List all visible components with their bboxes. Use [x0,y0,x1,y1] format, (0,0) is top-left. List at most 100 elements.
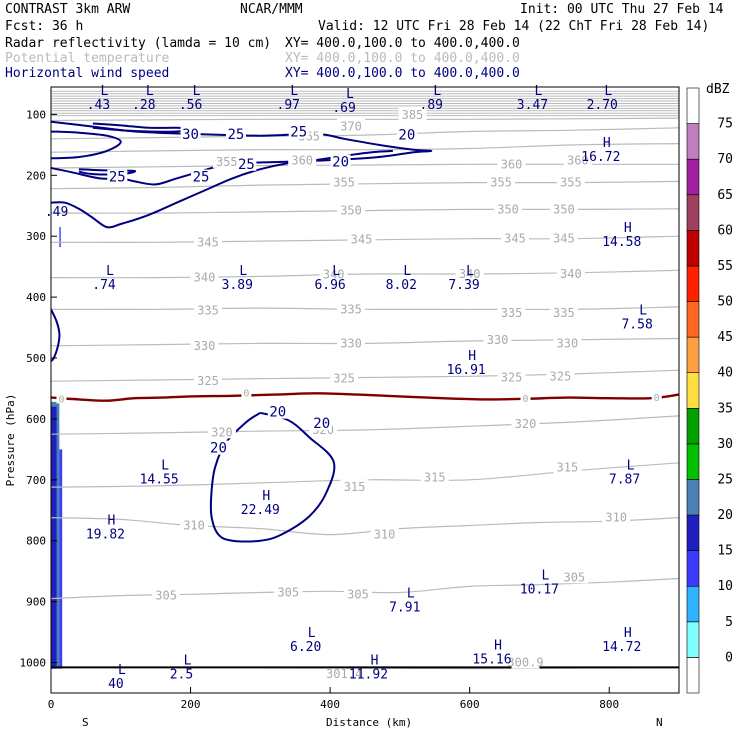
colorbar-swatch-12 [686,230,700,267]
extremum-mark-28: L [184,654,192,669]
extremum-mark-1: L [146,84,154,99]
colorbar-label-15: 15 [717,544,733,559]
theta-label-330-0: 330 [194,339,216,353]
theta-label-340-2: 340 [459,267,481,281]
colorbar-label-50: 50 [717,295,733,310]
theta-label-bg-305-0 [152,587,181,602]
theta-label-360-2: 360 [567,154,589,168]
colorbar-unit: dBZ [706,82,730,97]
theta-label-bg-320-0 [207,424,236,439]
extremum-mark-16: L [639,303,647,318]
theta-label-bg-305-2 [344,586,373,601]
theta-label-bg-335-1 [337,301,366,316]
colorbar-swatch-10 [686,301,700,338]
wind-label-8: 20 [269,405,286,421]
theta-label-330-3: 330 [557,336,579,350]
extremum-value-26: 15.16 [472,652,511,667]
theta-contour-365 [51,143,679,153]
extremum-mark-2: L [193,84,201,99]
colorbar-label-20: 20 [717,508,733,523]
extremum-value-25: 14.72 [602,640,641,655]
theta-label-305-0: 305 [155,589,177,603]
colorbar-swatch-16 [686,87,700,124]
theta-label-300-0: 300.9 [507,656,543,670]
theta-label-bg-355-2 [487,174,516,189]
field1-xy: XY= 400.0,100.0 to 400.0,400.0 [285,36,520,51]
theta-label-bg-310-0 [180,517,209,532]
theta-label-bg-355-0 [212,153,241,168]
freezing-label-1: 0 [243,388,249,399]
extremum-value-17: 16.91 [447,363,486,378]
extremum-value-10: 14.58 [602,235,641,250]
extremum-value-14: 8.02 [386,278,417,293]
extremum-value-28: 2.5 [170,668,193,683]
theta-label-bg-340-1 [319,266,348,281]
colorbar-label-45: 45 [717,330,733,345]
theta-label-bg-340-0 [190,269,219,284]
wind-label-1: 25 [227,127,244,143]
extremum-value-1: .28 [132,98,155,113]
colorbar-swatch-7 [686,407,700,445]
theta-label-345-3: 345 [553,232,575,246]
colorbar-swatch-8 [686,372,700,409]
colorbar-swatch-14 [686,158,700,196]
colorbar-label-25: 25 [717,472,733,487]
theta-label-335-0: 335 [197,304,219,318]
theta-label-bg-370-0 [337,118,366,133]
colorbar-label-40: 40 [717,366,733,381]
extremum-value-21: 19.82 [86,528,125,543]
theta-label-bg-350-1 [494,201,523,216]
extremum-mark-0: L [101,84,109,99]
extremum-mark-15: L [466,264,474,279]
colorbar-swatch-4 [686,514,700,551]
colorbar-label-35: 35 [717,401,733,416]
theta-label-315-1: 315 [424,470,446,484]
theta-label-305-3: 305 [563,570,585,584]
wind-label-10: 20 [210,441,227,457]
extremum-mark-10: H [624,221,632,236]
extremum-mark-3: L [290,84,298,99]
extremum-mark-26: H [494,638,502,653]
plot-frame [50,86,680,694]
colorbar-swatch-11 [686,265,700,302]
theta-label-325-2: 325 [501,371,523,385]
theta-label-bg-325-0 [194,373,222,388]
extremum-value-7: 2.70 [587,98,618,113]
theta-label-355-3: 355 [560,176,582,190]
colorbar-swatch-0 [686,657,700,694]
theta-label-bg-305-3 [560,569,589,584]
theta-contour-320 [51,415,679,435]
wind-label-bg-3 [396,127,417,142]
theta-label-320-0: 320 [211,425,233,439]
radar-echo-2 [59,449,63,669]
theta-label-bg-360-1 [497,156,526,171]
theta-label-325-1: 325 [333,372,355,386]
field2-xy: XY= 400.0,100.0 to 400.0,400.0 [285,51,520,66]
theta-label-bg-335-2 [497,304,526,319]
colorbar-label-60: 60 [717,223,733,238]
wind-contour-20-6 [209,411,336,543]
theta-label-bg-350-0 [337,202,366,217]
theta-label-335-3: 335 [553,306,575,320]
axes: 0 200 400 600 800100200300400500600700800900… [20,108,620,711]
theta-contour-325 [51,369,679,382]
theta-label-330-1: 330 [340,336,362,350]
wind-label-bg-10 [208,440,229,455]
freezing-label-bg-3 [651,392,662,403]
field3-name: Horizontal wind speed [5,66,169,81]
theta-label-bg-305-1 [274,584,303,599]
ground-theta-label: 301.4 [326,667,362,681]
extremum-mark-4: L [346,87,354,102]
theta-label-340-3: 340 [560,267,582,281]
wind-label-bg-4 [236,156,257,171]
wind-label-9: 20 [313,416,330,432]
extremum-mark-25: H [624,626,632,641]
theta-label-310-0: 310 [183,519,205,533]
field3-xy: XY= 400.0,100.0 to 400.0,400.0 [285,66,520,81]
extremum-mark-6: L [535,84,543,99]
y-tick-label-1000: 1000 [20,657,47,670]
extremum-value-27: 11.92 [349,668,388,683]
colorbar-swatch-1 [686,621,700,658]
theta-label-bg-350-2 [549,201,578,216]
